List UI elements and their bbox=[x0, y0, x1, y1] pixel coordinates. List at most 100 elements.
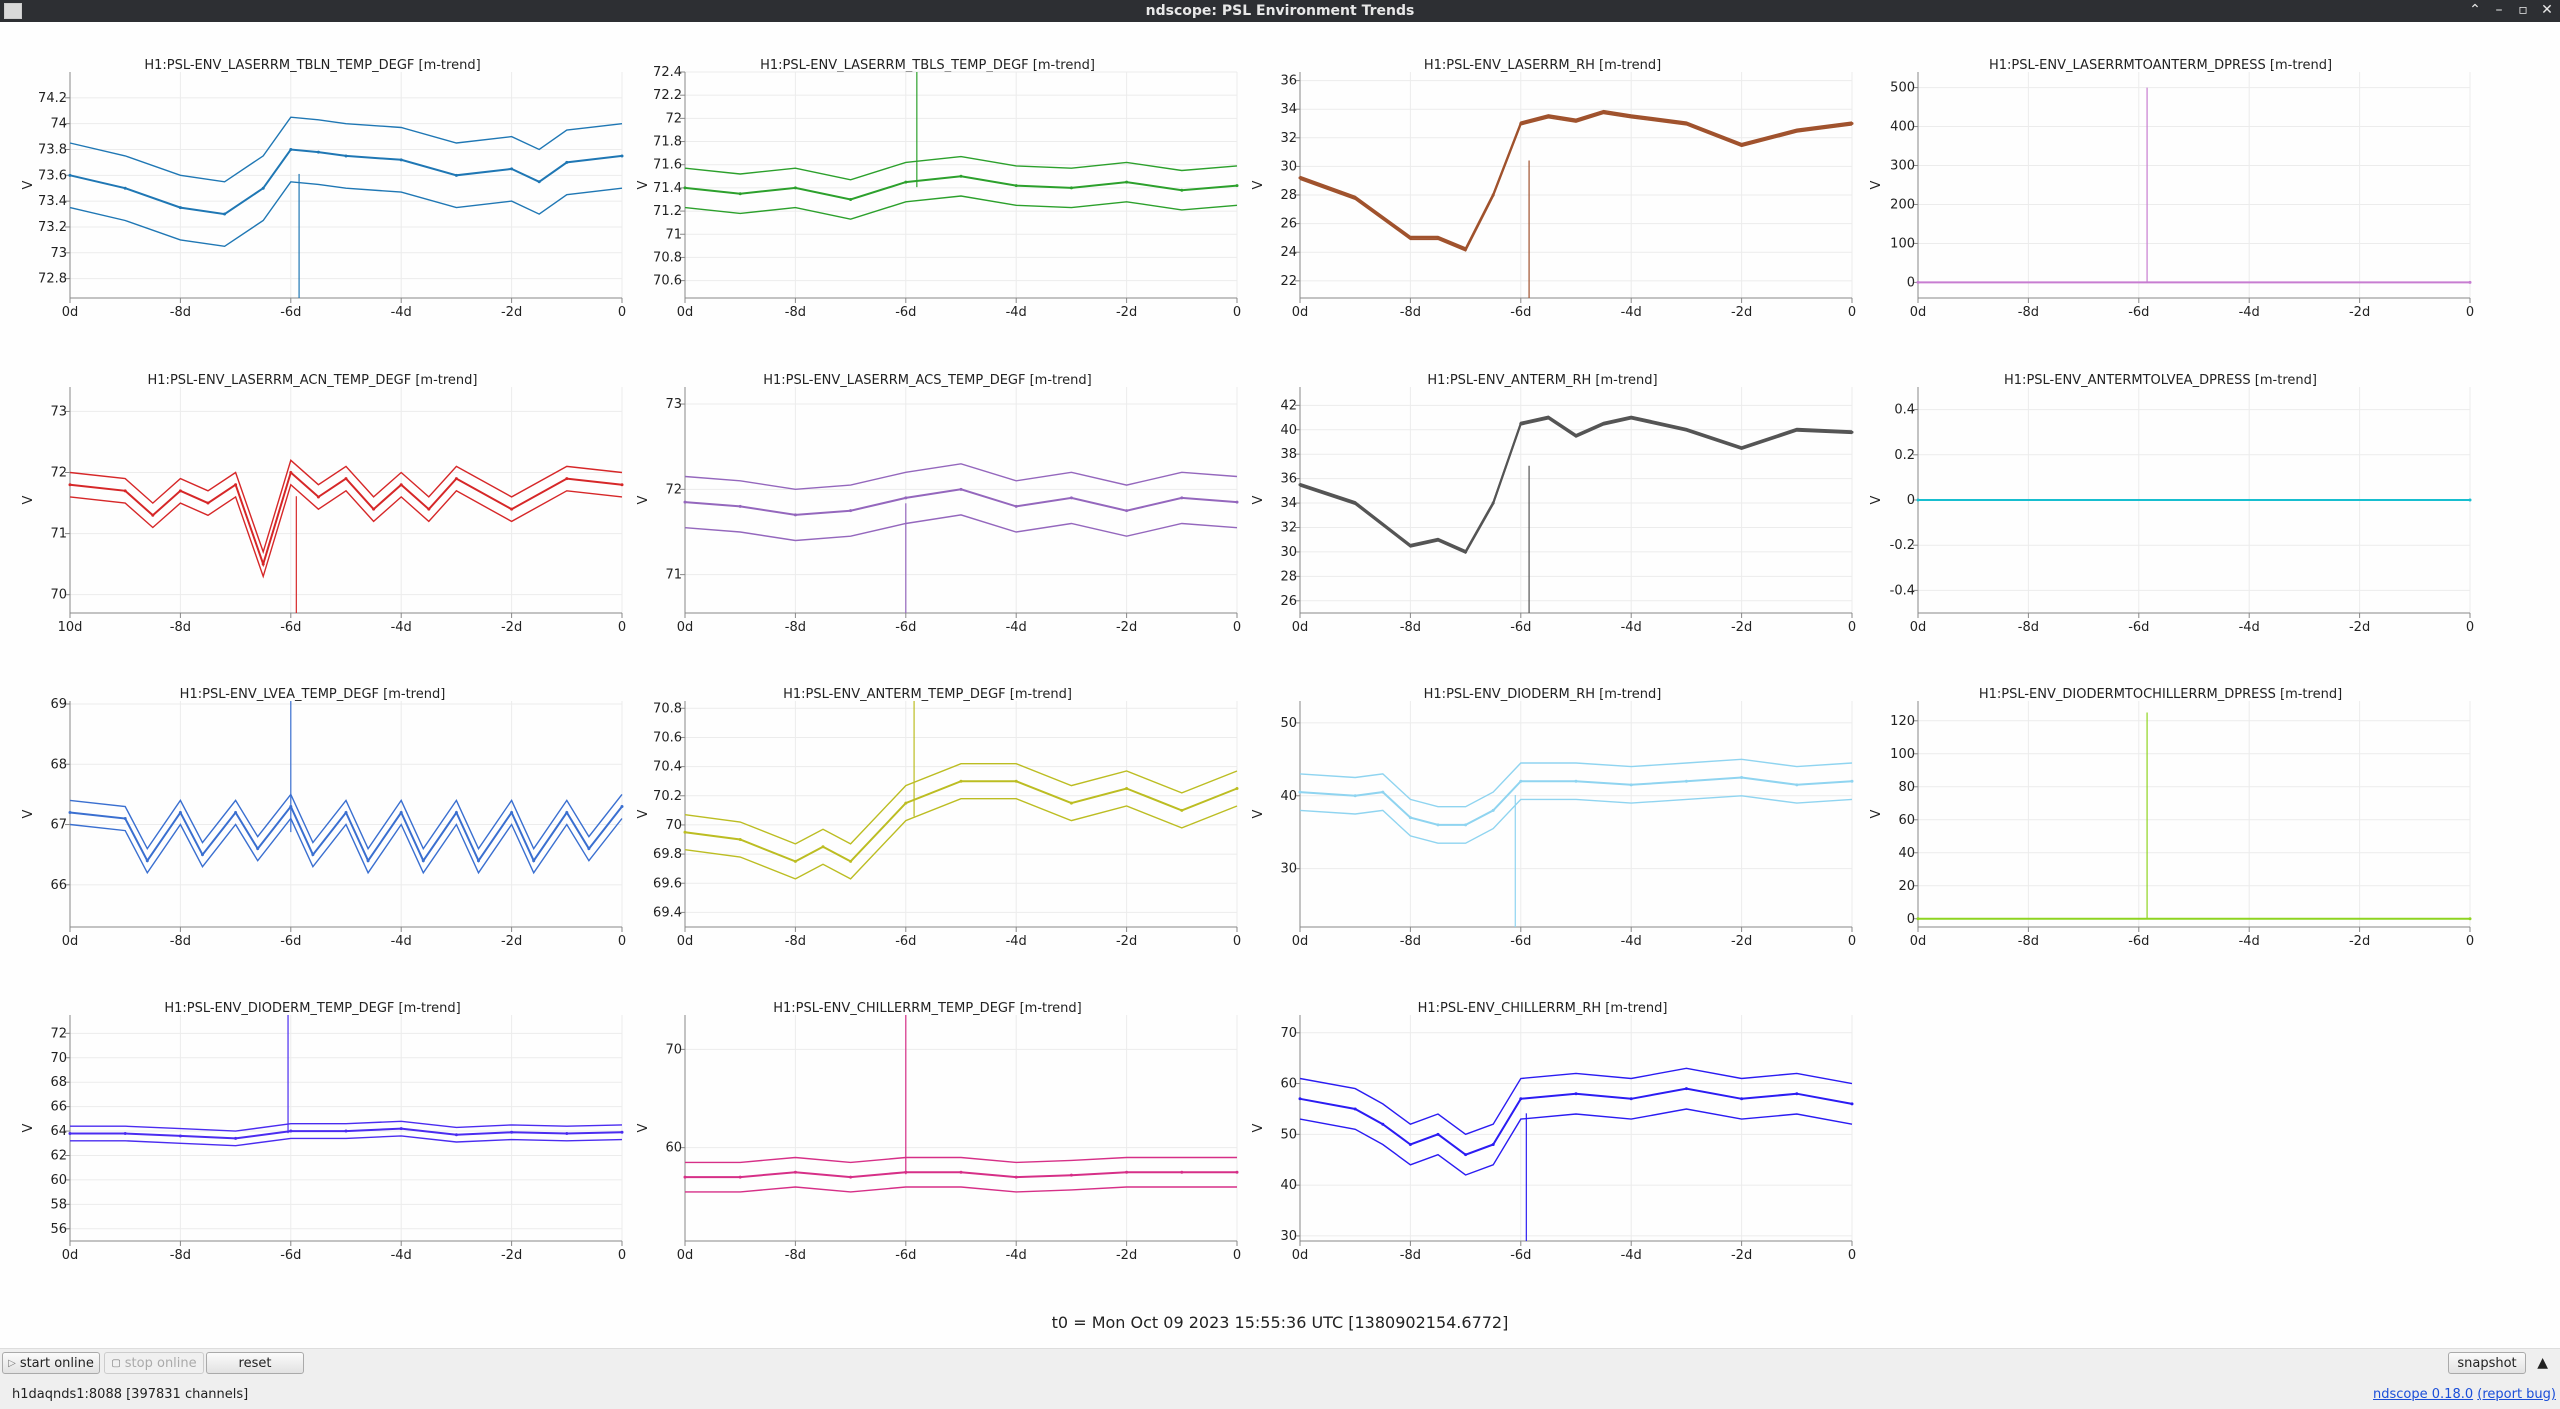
y-tick-label: 58 bbox=[50, 1197, 67, 1212]
x-tick-label: 0 bbox=[618, 620, 626, 635]
plot-h1-psl-env-dioderm-temp-degf[interactable]: H1:PSL-ENV_DIODERM_TEMP_DEGF [m-trend] 56… bbox=[0, 973, 626, 1273]
data-point bbox=[399, 483, 403, 487]
stop-online-button[interactable]: ▢ stop online bbox=[104, 1352, 204, 1374]
plot-h1-psl-env-lvea-temp-degf[interactable]: H1:PSL-ENV_LVEA_TEMP_DEGF [m-trend] 66 67 6… bbox=[0, 659, 626, 959]
data-point bbox=[1629, 114, 1633, 118]
series-line-mean bbox=[69, 804, 623, 863]
data-point bbox=[1629, 1097, 1633, 1101]
data-point bbox=[1491, 193, 1495, 197]
plot-canvas-h1-psl-env-laserrm-acn-temp-degf[interactable]: 70 71 72 73 10d -8d -6d -4d -2d 0 V bbox=[0, 345, 626, 645]
data-point bbox=[256, 847, 260, 851]
plot-h1-psl-env-antermtolvea-dpress[interactable]: H1:PSL-ENV_ANTERMTOLVEA_DPRESS [m-trend]… bbox=[1848, 345, 2474, 645]
y-tick-label: 30 bbox=[1280, 545, 1297, 560]
plot-canvas-h1-psl-env-diodermtochillerrm-dpress[interactable]: 0 20 40 60 80 100 120 0d -8d -6d -4d -2d 0 V bbox=[1848, 659, 2474, 959]
data-point bbox=[620, 804, 624, 808]
y-tick-label: 28 bbox=[1280, 188, 1297, 203]
plot-h1-psl-env-laserrm-rh[interactable]: H1:PSL-ENV_LASERRM_RH [m-trend] 22 24 26 28 3… bbox=[1230, 30, 1856, 330]
plot-h1-psl-env-dioderm-rh[interactable]: H1:PSL-ENV_DIODERM_RH [m-trend] 30 40 50 0d -… bbox=[1230, 659, 1856, 959]
data-point bbox=[1916, 498, 1920, 502]
collapse-toggle-icon[interactable]: ▲ bbox=[2537, 1355, 2548, 1371]
data-point bbox=[1850, 121, 1854, 125]
series-line-mean bbox=[1299, 1087, 1853, 1156]
start-online-button[interactable]: ▷ start online bbox=[2, 1352, 100, 1374]
snapshot-button[interactable]: snapshot bbox=[2448, 1352, 2526, 1374]
version-links: ndscope 0.18.0 (report bug) bbox=[2373, 1387, 2556, 1402]
series-line-min bbox=[69, 817, 623, 875]
plot-h1-psl-env-laserrm-acs-temp-degf[interactable]: H1:PSL-ENV_LASERRM_ACS_TEMP_DEGF [m-tren… bbox=[615, 345, 1241, 645]
y-tick-label: 500 bbox=[1890, 81, 1915, 96]
maximize-icon[interactable]: ▫ bbox=[2518, 2, 2528, 18]
x-tick-label: 0d bbox=[1910, 620, 1927, 635]
minimize-icon[interactable]: – bbox=[2495, 2, 2503, 18]
plot-canvas-h1-psl-env-laserrm-rh[interactable]: 22 24 26 28 30 32 34 36 0d -8d -6d -4d -2d 0 V bbox=[1230, 30, 1856, 330]
plot-h1-psl-env-anterm-rh[interactable]: H1:PSL-ENV_ANTERM_RH [m-trend] 26 28 30 32 34… bbox=[1230, 345, 1856, 645]
plot-canvas-h1-psl-env-chillerrm-rh[interactable]: 30 40 50 60 70 0d -8d -6d -4d -2d 0 V bbox=[1230, 973, 1856, 1273]
x-tick-label: 0 bbox=[618, 1248, 626, 1263]
y-tick-label: 70.6 bbox=[653, 730, 682, 745]
version-link[interactable]: ndscope 0.18.0 bbox=[2373, 1387, 2474, 1402]
x-tick-label: -4d bbox=[1006, 620, 1027, 635]
reset-button[interactable]: reset bbox=[206, 1352, 304, 1374]
plot-canvas-h1-psl-env-dioderm-rh[interactable]: 30 40 50 0d -8d -6d -4d -2d 0 V bbox=[1230, 659, 1856, 959]
plot-canvas-h1-psl-env-anterm-temp-degf[interactable]: 69.4 69.6 69.8 70 70.2 70.4 70.6 70.8 0d -8d -6d -4… bbox=[615, 659, 1241, 959]
data-point bbox=[510, 810, 514, 814]
data-point bbox=[178, 489, 182, 493]
data-point bbox=[793, 1170, 797, 1174]
y-tick-label: 71.2 bbox=[653, 204, 682, 219]
plot-h1-psl-env-chillerrm-rh[interactable]: H1:PSL-ENV_CHILLERRM_RH [m-trend] 30 40 50 6… bbox=[1230, 973, 1856, 1273]
plot-h1-psl-env-laserrm-tbln-temp-degf[interactable]: H1:PSL-ENV_LASERRM_TBLN_TEMP_DEGF [m-tre… bbox=[0, 30, 626, 330]
data-point bbox=[1353, 501, 1357, 505]
keep-above-icon[interactable]: ⌃ bbox=[2469, 2, 2481, 18]
data-point bbox=[223, 212, 227, 216]
close-icon[interactable]: ✕ bbox=[2541, 2, 2553, 18]
data-point bbox=[476, 859, 480, 863]
data-point bbox=[1574, 1092, 1578, 1096]
y-tick-label: -0.2 bbox=[1890, 538, 1915, 553]
data-point bbox=[1464, 823, 1468, 827]
plot-h1-psl-env-anterm-temp-degf[interactable]: H1:PSL-ENV_ANTERM_TEMP_DEGF [m-trend] 69.… bbox=[615, 659, 1241, 959]
data-point bbox=[1546, 114, 1550, 118]
plot-h1-psl-env-diodermtochillerrm-dpress[interactable]: H1:PSL-ENV_DIODERMTOCHILLERRM_DPRESS [m-… bbox=[1848, 659, 2474, 959]
play-icon: ▷ bbox=[8, 1357, 16, 1369]
data-point bbox=[959, 779, 963, 783]
plot-canvas-h1-psl-env-dioderm-temp-degf[interactable]: 56 58 60 62 64 66 68 70 72 0d -8d -6d -4d -2d 0 V bbox=[0, 973, 626, 1273]
data-point bbox=[123, 1131, 127, 1135]
series-line-max bbox=[1299, 758, 1853, 808]
x-tick-label: -2d bbox=[1731, 305, 1752, 320]
data-point bbox=[123, 489, 127, 493]
data-point bbox=[849, 859, 853, 863]
plot-h1-psl-env-laserrmtoanterm-dpress[interactable]: H1:PSL-ENV_LASERRMTOANTERM_DPRESS [m-tre… bbox=[1848, 30, 2474, 330]
plot-h1-psl-env-laserrm-acn-temp-degf[interactable]: H1:PSL-ENV_LASERRM_ACN_TEMP_DEGF [m-tren… bbox=[0, 345, 626, 645]
data-point bbox=[1381, 790, 1385, 794]
data-point bbox=[1740, 776, 1744, 780]
report-bug-link[interactable]: (report bug) bbox=[2477, 1387, 2556, 1402]
plot-canvas-h1-psl-env-laserrm-acs-temp-degf[interactable]: 71 72 73 0d -8d -6d -4d -2d 0 V bbox=[615, 345, 1241, 645]
series-line-max bbox=[684, 463, 1238, 491]
y-tick-label: 73.8 bbox=[38, 142, 67, 157]
data-point bbox=[1408, 1143, 1412, 1147]
plot-canvas-h1-psl-env-lvea-temp-degf[interactable]: 66 67 68 69 0d -8d -6d -4d -2d 0 V bbox=[0, 659, 626, 959]
y-tick-label: 69.8 bbox=[653, 847, 682, 862]
plot-canvas-h1-psl-env-laserrm-tbls-temp-degf[interactable]: 70.6 70.8 71 71.2 71.4 71.6 71.8 72 72.2 72.4 0d -8… bbox=[615, 30, 1241, 330]
plot-canvas-h1-psl-env-chillerrm-temp-degf[interactable]: 60 70 0d -8d -6d -4d -2d 0 V bbox=[615, 973, 1241, 1273]
y-tick-label: 22 bbox=[1280, 274, 1297, 289]
data-point bbox=[344, 154, 348, 158]
plot-h1-psl-env-chillerrm-temp-degf[interactable]: H1:PSL-ENV_CHILLERRM_TEMP_DEGF [m-trend]… bbox=[615, 973, 1241, 1273]
y-tick-label: 70 bbox=[50, 588, 67, 603]
plot-canvas-h1-psl-env-anterm-rh[interactable]: 26 28 30 32 34 36 38 40 42 0d -8d -6d -4d -2d 0 V bbox=[1230, 345, 1856, 645]
data-point bbox=[344, 477, 348, 481]
plot-canvas-h1-psl-env-antermtolvea-dpress[interactable]: -0.4 -0.2 0 0.2 0.4 0d -8d -6d -4d -2d 0 V bbox=[1848, 345, 2474, 645]
x-tick-label: -8d bbox=[785, 1248, 806, 1263]
plot-canvas-h1-psl-env-laserrmtoanterm-dpress[interactable]: 0 100 200 300 400 500 0d -8d -6d -4d -2d 0 V bbox=[1848, 30, 2474, 330]
plot-h1-psl-env-laserrm-tbls-temp-degf[interactable]: H1:PSL-ENV_LASERRM_TBLS_TEMP_DEGF [m-tre… bbox=[615, 30, 1241, 330]
series-line-min bbox=[69, 181, 623, 248]
y-tick-label: 70.2 bbox=[653, 789, 682, 804]
x-tick-label: 0 bbox=[1848, 620, 1856, 635]
plot-canvas-h1-psl-env-laserrm-tbln-temp-degf[interactable]: 72.8 73 73.2 73.4 73.6 73.8 74 74.2 0d -8d -6d -4d -… bbox=[0, 30, 626, 330]
y-tick-label: 73 bbox=[50, 404, 67, 419]
y-tick-label: 73.6 bbox=[38, 168, 67, 183]
y-tick-label: 67 bbox=[50, 818, 67, 833]
data-point bbox=[234, 1136, 238, 1140]
y-tick-label: 0 bbox=[1907, 493, 1915, 508]
y-tick-label: 69.6 bbox=[653, 876, 682, 891]
